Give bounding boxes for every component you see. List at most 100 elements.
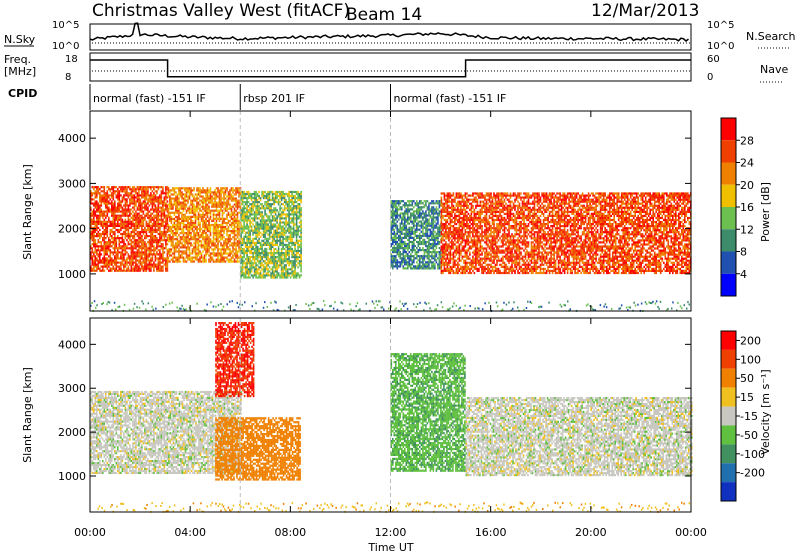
data-cell bbox=[230, 225, 233, 229]
data-cell bbox=[142, 206, 145, 209]
data-cell bbox=[157, 259, 160, 262]
data-cell bbox=[413, 222, 415, 225]
data-cell bbox=[163, 214, 166, 217]
data-cell bbox=[129, 208, 131, 211]
data-cell bbox=[291, 211, 293, 214]
data-cell bbox=[289, 262, 292, 265]
data-cell bbox=[194, 207, 197, 210]
data-cell bbox=[148, 220, 151, 223]
data-cell bbox=[176, 256, 179, 259]
data-cell bbox=[123, 230, 125, 234]
data-cell bbox=[111, 188, 113, 191]
data-cell bbox=[221, 189, 224, 192]
data-cell bbox=[230, 215, 233, 218]
data-cell bbox=[163, 210, 166, 213]
data-cell bbox=[182, 201, 185, 204]
data-cell bbox=[268, 211, 271, 214]
data-cell bbox=[196, 209, 198, 212]
data-cell bbox=[194, 215, 197, 218]
data-cell bbox=[286, 247, 289, 251]
data-cell bbox=[117, 237, 119, 240]
data-cell bbox=[286, 239, 289, 242]
data-cell bbox=[150, 188, 152, 191]
data-cell bbox=[402, 236, 405, 239]
data-cell bbox=[270, 243, 272, 246]
data-cell bbox=[221, 223, 224, 227]
data-cell bbox=[162, 239, 164, 242]
data-cell bbox=[105, 192, 107, 195]
data-cell bbox=[270, 249, 272, 253]
data-cell bbox=[217, 228, 219, 231]
data-cell bbox=[300, 229, 302, 232]
data-cell bbox=[235, 248, 237, 251]
data-cell bbox=[194, 193, 197, 196]
data-cell bbox=[124, 206, 127, 209]
data-cell bbox=[218, 203, 221, 206]
data-cell bbox=[390, 242, 393, 246]
data-cell bbox=[261, 256, 263, 259]
data-cell bbox=[112, 204, 115, 207]
data-cell bbox=[273, 203, 275, 206]
data-cell bbox=[206, 246, 209, 249]
data-cell bbox=[170, 193, 173, 196]
data-cell bbox=[401, 220, 403, 223]
data-cell bbox=[154, 222, 157, 225]
data-cell bbox=[423, 255, 426, 258]
data-cell bbox=[268, 205, 271, 208]
data-cell bbox=[176, 209, 179, 212]
data-cell bbox=[153, 241, 155, 244]
data-cell bbox=[271, 239, 274, 242]
data-cell bbox=[162, 202, 164, 205]
data-cell bbox=[172, 217, 174, 220]
data-cell bbox=[268, 217, 271, 220]
data-cell bbox=[182, 205, 185, 208]
nsky-right-tick-bottom: 10^0 bbox=[707, 41, 734, 52]
data-cell bbox=[227, 207, 230, 210]
data-cell bbox=[100, 243, 103, 246]
data-cell bbox=[127, 214, 130, 217]
data-cell bbox=[253, 258, 256, 261]
data-cell bbox=[253, 274, 256, 277]
data-cell bbox=[223, 187, 225, 190]
data-cell bbox=[407, 253, 409, 256]
data-cell bbox=[102, 194, 104, 197]
data-cell bbox=[139, 218, 142, 221]
data-cell bbox=[150, 196, 152, 199]
data-cell bbox=[282, 225, 284, 228]
data-cell bbox=[103, 188, 106, 191]
data-cell bbox=[118, 257, 121, 260]
data-cell bbox=[114, 222, 116, 225]
data-cell bbox=[423, 253, 426, 256]
data-cell bbox=[393, 210, 396, 213]
data-cell bbox=[212, 236, 215, 239]
data-cell bbox=[165, 261, 167, 264]
data-cell bbox=[232, 221, 234, 225]
data-cell bbox=[244, 245, 247, 248]
data-cell bbox=[390, 220, 393, 223]
data-cell bbox=[170, 221, 173, 225]
data-cell bbox=[407, 265, 409, 268]
data-cell bbox=[425, 261, 427, 264]
data-cell bbox=[288, 215, 290, 218]
data-cell bbox=[114, 190, 116, 193]
data-cell bbox=[117, 216, 119, 219]
data-cell bbox=[150, 265, 152, 268]
data-cell bbox=[170, 197, 173, 200]
data-cell bbox=[133, 253, 136, 256]
data-cell bbox=[232, 254, 234, 257]
data-cell bbox=[271, 237, 274, 240]
data-cell bbox=[300, 231, 302, 234]
nsky-series-line bbox=[89, 22, 689, 42]
data-cell bbox=[209, 197, 212, 200]
data-cell bbox=[179, 221, 182, 225]
data-cell bbox=[190, 207, 192, 210]
data-cell bbox=[139, 214, 142, 217]
data-cell bbox=[112, 226, 115, 229]
data-cell bbox=[255, 252, 257, 255]
data-cell bbox=[422, 230, 424, 233]
data-cell bbox=[247, 272, 250, 275]
data-cell bbox=[115, 206, 118, 209]
data-cell bbox=[90, 257, 92, 260]
data-cell bbox=[291, 197, 293, 200]
data-cell bbox=[99, 198, 101, 201]
